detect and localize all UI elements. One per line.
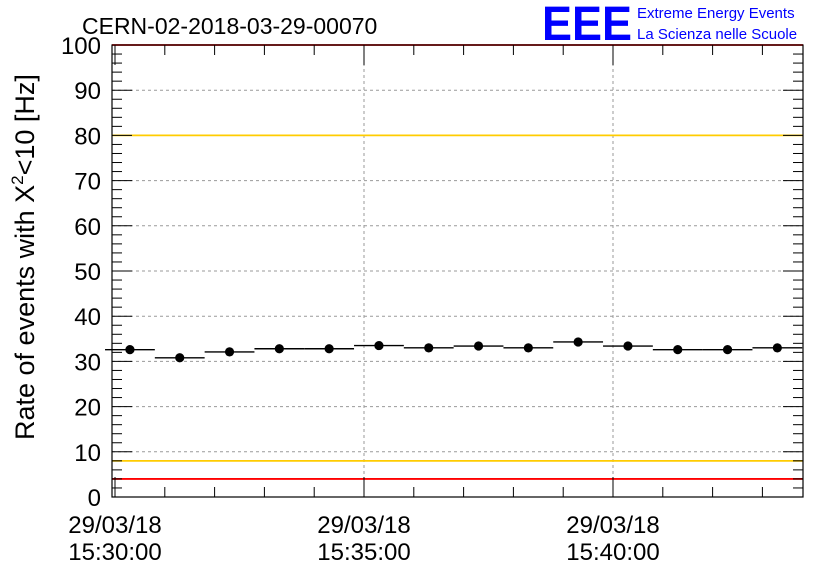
logo-mark: EEE (542, 0, 632, 51)
y-tick-label: 100 (61, 33, 101, 60)
logo-line-2: La Scienza nelle Scuole (637, 26, 797, 43)
data-point (374, 340, 384, 351)
x-tick-time: 15:35:00 (317, 539, 410, 566)
data-point (224, 347, 235, 357)
y-tick-label: 40 (74, 304, 101, 331)
data-point (324, 344, 334, 354)
data-point (125, 345, 135, 355)
y-axis-label: Rate of events with X2<10 [Hz] (8, 74, 40, 440)
data-series (105, 337, 803, 363)
data-point (573, 337, 583, 347)
data-point (673, 345, 683, 355)
y-tick-label: 90 (74, 78, 101, 105)
x-tick-date: 29/03/18 (566, 512, 659, 539)
y-tick-label: 80 (74, 123, 101, 150)
y-tick-label: 10 (74, 440, 101, 467)
data-point (175, 353, 185, 363)
data-point (523, 343, 533, 353)
data-point (274, 344, 284, 354)
y-tick-label: 0 (88, 485, 101, 512)
data-point (772, 343, 782, 353)
data-point (424, 343, 434, 353)
axis-labels: 010203040506070809010029/03/1815:30:0029… (61, 33, 660, 566)
y-tick-label: 50 (74, 259, 101, 286)
y-tick-label: 30 (74, 349, 101, 376)
data-point (722, 345, 733, 355)
eee-logo: EEE Extreme Energy Events La Scienza nel… (542, 0, 797, 51)
logo-line-1: Extreme Energy Events (637, 5, 795, 22)
x-tick-date: 29/03/18 (317, 512, 410, 539)
grid (112, 45, 803, 497)
data-point (473, 341, 484, 351)
y-tick-label: 60 (74, 214, 101, 241)
data-point (623, 341, 633, 351)
y-tick-label: 70 (74, 169, 101, 196)
chart-title: CERN-02-2018-03-29-00070 (82, 13, 377, 39)
x-tick-time: 15:40:00 (566, 539, 659, 566)
reference-lines (112, 44, 803, 480)
x-tick-date: 29/03/18 (68, 512, 161, 539)
x-tick-time: 15:30:00 (68, 539, 161, 566)
axis-ticks (112, 44, 803, 498)
y-tick-label: 20 (74, 395, 101, 422)
